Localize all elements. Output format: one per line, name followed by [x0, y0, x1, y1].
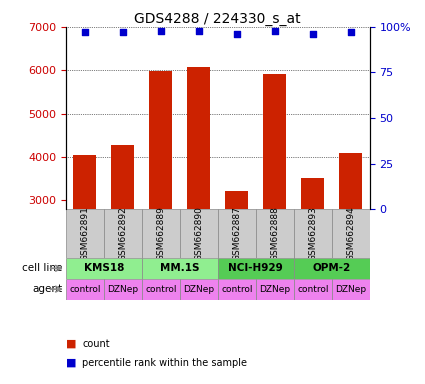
Point: [272, 27, 278, 33]
Text: DZNep: DZNep: [183, 285, 214, 294]
Text: DZNep: DZNep: [107, 285, 139, 294]
Bar: [142, 279, 180, 300]
Text: DZNep: DZNep: [259, 285, 290, 294]
Text: GSM662891: GSM662891: [80, 206, 89, 261]
Bar: [142, 258, 218, 279]
Text: KMS18: KMS18: [84, 263, 124, 273]
Text: ■: ■: [66, 339, 76, 349]
Bar: [332, 279, 370, 300]
Bar: [256, 209, 294, 258]
Text: GSM662887: GSM662887: [232, 206, 241, 261]
Bar: [104, 279, 142, 300]
Bar: [218, 258, 294, 279]
Text: control: control: [221, 285, 252, 294]
Text: DZNep: DZNep: [335, 285, 366, 294]
Text: GSM662892: GSM662892: [118, 206, 127, 261]
Text: control: control: [69, 285, 101, 294]
Bar: [111, 145, 134, 209]
Bar: [225, 191, 248, 209]
Point: [82, 29, 88, 35]
Point: [157, 27, 164, 33]
Text: GSM662890: GSM662890: [194, 206, 203, 261]
Text: ■: ■: [66, 358, 76, 368]
Bar: [218, 279, 256, 300]
Bar: [142, 209, 180, 258]
Text: control: control: [297, 285, 329, 294]
Text: NCI-H929: NCI-H929: [228, 263, 283, 273]
Point: [196, 27, 202, 33]
Point: [233, 31, 240, 37]
Text: GSM662894: GSM662894: [346, 206, 355, 261]
Bar: [180, 279, 218, 300]
Bar: [294, 279, 332, 300]
Bar: [301, 178, 324, 209]
Text: GSM662888: GSM662888: [270, 206, 279, 261]
Text: count: count: [82, 339, 110, 349]
Text: MM.1S: MM.1S: [160, 263, 200, 273]
Bar: [332, 209, 370, 258]
Bar: [180, 209, 218, 258]
Bar: [294, 258, 370, 279]
Text: OPM-2: OPM-2: [313, 263, 351, 273]
Bar: [66, 258, 142, 279]
Point: [119, 29, 126, 35]
Text: GSM662893: GSM662893: [308, 206, 317, 261]
Title: GDS4288 / 224330_s_at: GDS4288 / 224330_s_at: [134, 12, 301, 26]
Bar: [187, 67, 210, 209]
Text: GSM662889: GSM662889: [156, 206, 165, 261]
Bar: [150, 71, 172, 209]
Bar: [264, 74, 286, 209]
Bar: [294, 209, 332, 258]
Text: control: control: [145, 285, 176, 294]
Bar: [218, 209, 256, 258]
Bar: [104, 209, 142, 258]
Text: cell line: cell line: [23, 263, 63, 273]
Bar: [66, 209, 104, 258]
Text: percentile rank within the sample: percentile rank within the sample: [82, 358, 247, 368]
Bar: [339, 153, 362, 209]
Bar: [66, 279, 104, 300]
Bar: [256, 279, 294, 300]
Bar: [74, 155, 96, 209]
Point: [309, 31, 316, 37]
Text: agent: agent: [33, 284, 63, 294]
Point: [347, 29, 354, 35]
